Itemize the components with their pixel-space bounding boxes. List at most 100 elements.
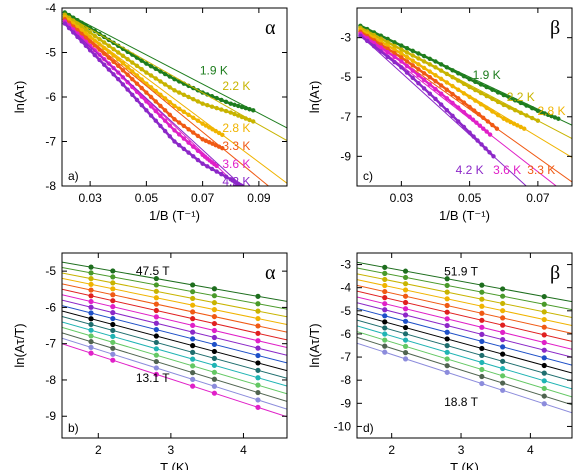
data-point <box>88 327 94 333</box>
data-point <box>130 60 135 65</box>
data-point <box>110 309 116 316</box>
data-point <box>200 101 205 106</box>
data-point <box>144 61 149 66</box>
data-point <box>444 309 450 315</box>
data-point <box>130 77 135 82</box>
data-point <box>382 301 388 307</box>
data-point <box>541 370 547 376</box>
data-point <box>518 110 524 116</box>
series-fit-line <box>360 35 527 186</box>
data-point <box>500 337 506 343</box>
series-annotation: 3.3 K <box>222 139 250 153</box>
data-point <box>88 264 94 270</box>
panel-label: b) <box>68 421 79 435</box>
data-point <box>484 93 489 99</box>
data-point <box>479 366 485 373</box>
data-point <box>479 338 485 344</box>
series-annotation: 18.8 T <box>444 395 478 409</box>
series-annotation: 2.2 K <box>507 90 535 104</box>
data-point <box>206 125 212 130</box>
data-point <box>153 108 158 114</box>
data-point <box>542 111 547 116</box>
data-point <box>214 163 219 169</box>
data-point <box>479 289 485 295</box>
data-point <box>487 150 492 155</box>
data-point <box>479 380 485 387</box>
plot-area-a <box>62 10 287 186</box>
data-point <box>490 87 495 92</box>
data-point <box>203 123 209 128</box>
x-tick-label: 0.09 <box>247 191 271 205</box>
data-point <box>382 307 388 313</box>
data-point <box>125 56 130 62</box>
data-point <box>236 113 241 118</box>
plot-frame <box>61 252 288 439</box>
data-point <box>153 288 159 294</box>
data-point <box>251 108 256 113</box>
data-point <box>479 282 485 288</box>
data-point <box>410 63 415 68</box>
data-point <box>116 50 121 55</box>
y-axis-label: ln(Aτ) <box>12 81 27 114</box>
data-point <box>255 330 261 336</box>
data-point <box>416 56 421 61</box>
data-point <box>433 65 438 70</box>
data-point <box>216 130 222 136</box>
series-annotation: 47.5 T <box>136 264 170 278</box>
y-tick-label: -6 <box>45 300 56 314</box>
series-fit-line <box>357 313 572 374</box>
data-point <box>461 124 467 130</box>
data-point <box>461 81 467 87</box>
data-point <box>209 104 215 109</box>
series-annotation: 3.6 K <box>493 163 521 177</box>
data-point <box>416 67 421 72</box>
series-fit-line <box>357 273 572 319</box>
data-point <box>167 99 173 105</box>
data-point <box>181 136 187 141</box>
data-point <box>392 54 397 59</box>
data-point <box>471 108 477 113</box>
data-point <box>444 96 450 101</box>
data-point <box>461 91 467 96</box>
y-tick-label: -7 <box>340 110 351 124</box>
data-point <box>479 359 485 366</box>
data-point <box>522 126 527 131</box>
data-point <box>216 144 222 149</box>
data-point <box>402 306 409 312</box>
data-point <box>153 301 159 307</box>
data-point <box>88 298 94 305</box>
data-point <box>162 128 168 134</box>
data-point <box>507 105 512 110</box>
data-point <box>444 356 450 362</box>
data-point <box>467 130 472 135</box>
data-point <box>399 43 404 48</box>
panel-label: a) <box>68 169 79 183</box>
data-point <box>211 327 218 334</box>
chart-panel-d: 2 3 4 -3 -4 -5 -6 -7 -8 -9 -10 T (K) ln(Aτ/T) d) β 51.9… <box>307 252 573 470</box>
data-point <box>541 355 547 361</box>
data-point <box>382 331 388 337</box>
data-point <box>385 40 390 45</box>
data-point <box>87 34 93 40</box>
data-point <box>255 323 261 329</box>
plot-frame <box>356 252 573 439</box>
data-point <box>444 87 450 92</box>
data-point <box>382 276 388 283</box>
data-point <box>416 51 421 56</box>
data-point <box>255 389 261 396</box>
series-fit-line <box>62 332 287 402</box>
data-point <box>144 70 149 75</box>
data-point <box>438 83 444 88</box>
data-point <box>116 63 121 69</box>
data-point <box>392 47 397 52</box>
data-point <box>500 358 506 364</box>
x-tick-label: 0.07 <box>526 191 550 205</box>
x-axis-label: 1/B (T⁻¹) <box>439 208 490 223</box>
data-point <box>190 376 196 382</box>
data-point <box>485 119 491 124</box>
data-point <box>399 59 404 64</box>
data-point <box>416 80 421 86</box>
data-point <box>392 59 397 65</box>
data-point <box>200 161 205 166</box>
data-point <box>162 82 168 87</box>
